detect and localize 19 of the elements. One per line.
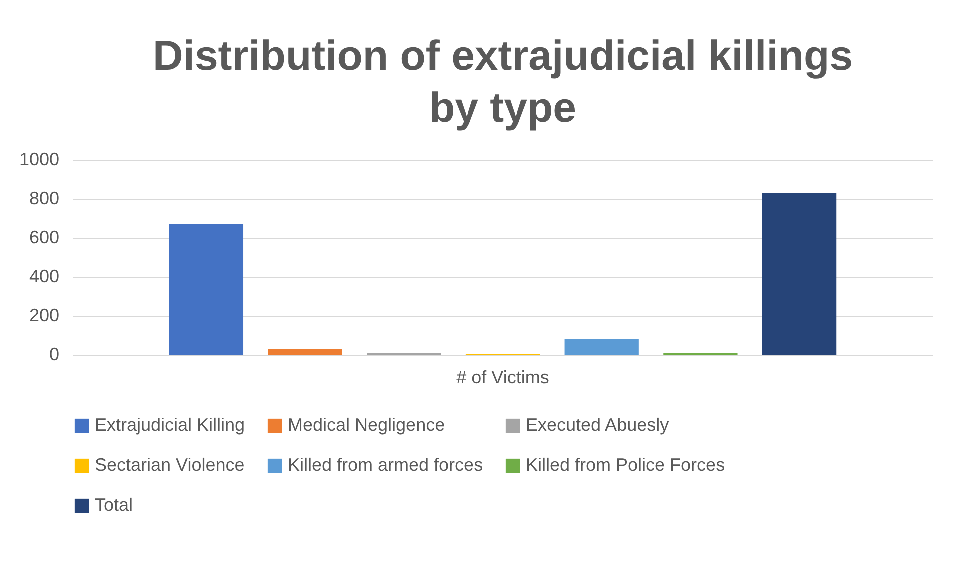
bar (564, 339, 639, 355)
y-tick-label: 200 (29, 306, 60, 326)
legend-label: Total (95, 495, 134, 515)
chart-title: Distribution of extrajudicial killings by type (152, 32, 854, 131)
y-tick-label: 1000 (19, 150, 60, 170)
legend-label: Killed from Police Forces (526, 455, 726, 475)
bar (169, 224, 244, 355)
x-tick-label: # of Victims (456, 368, 550, 388)
y-tick-label: 600 (29, 228, 60, 248)
y-tick-label: 800 (29, 188, 60, 208)
legend-label: Executed Abuesly (526, 415, 670, 435)
legend-label: Medical Negligence (288, 415, 446, 435)
bar (762, 193, 837, 355)
legend-label: Killed from armed forces (288, 455, 484, 475)
y-tick-label: 400 (29, 266, 60, 286)
y-tick-label: 0 (49, 344, 60, 364)
bar (268, 349, 342, 355)
legend-label: Extrajudicial Killing (95, 415, 246, 435)
legend-label: Sectarian Violence (95, 455, 245, 475)
